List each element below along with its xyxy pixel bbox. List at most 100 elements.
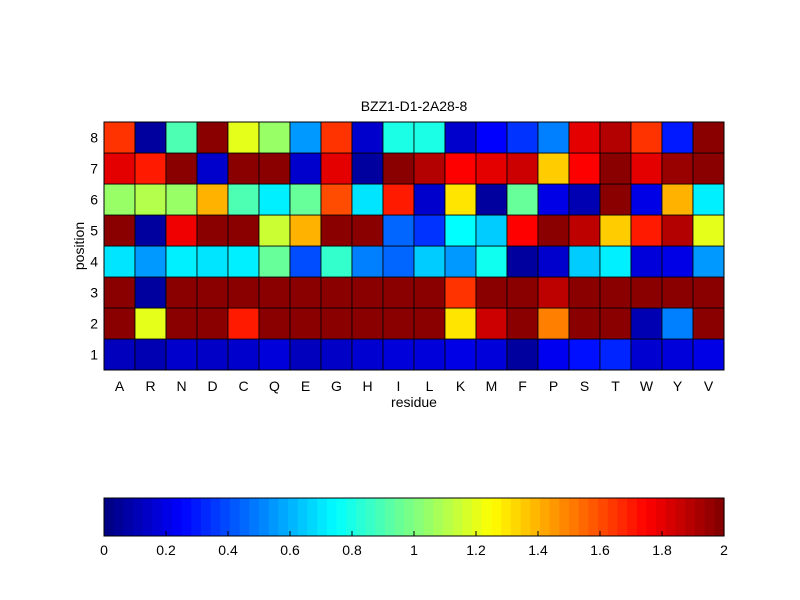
colorbar-tick-label: 1.8 <box>652 542 672 558</box>
heatmap-cell <box>413 214 446 247</box>
heatmap-cell <box>196 214 229 247</box>
heatmap-cell <box>413 121 446 154</box>
colorbar-segment <box>636 498 648 536</box>
colorbar-segment <box>278 498 289 536</box>
colorbar-segment <box>259 498 270 536</box>
heatmap-cell <box>475 276 508 309</box>
colorbar-tick-label: 1.6 <box>590 542 610 558</box>
heatmap-cell <box>227 183 260 216</box>
colorbar-tick-label: 0.2 <box>156 542 176 558</box>
x-tick-label: E <box>301 378 310 394</box>
heatmap-cell <box>568 183 601 216</box>
heatmap-cell <box>444 214 477 247</box>
heatmap-cell <box>351 245 384 278</box>
heatmap-cell <box>134 183 167 216</box>
heatmap-cell <box>413 152 446 185</box>
colorbar-segment <box>355 498 367 536</box>
colorbar-segment <box>394 498 405 536</box>
heatmap-cell <box>568 276 601 309</box>
heatmap-cell <box>444 152 477 185</box>
colorbar-segment <box>288 498 299 536</box>
colorbar-tick-label: 0.6 <box>280 542 300 558</box>
colorbar-segment <box>607 498 619 536</box>
heatmap-cell <box>134 245 167 278</box>
heatmap-cell <box>506 121 539 154</box>
colorbar-segment <box>297 498 309 536</box>
colorbar-segment <box>452 498 464 536</box>
heatmap-cell <box>165 338 198 371</box>
heatmap-cell <box>475 183 508 216</box>
heatmap-cell <box>506 307 539 340</box>
colorbar-segment <box>384 498 396 536</box>
heatmap-cell <box>165 307 198 340</box>
heatmap-cell <box>227 152 260 185</box>
colorbar-segment <box>433 498 444 536</box>
colorbar-segment <box>530 498 541 536</box>
heatmap-cell <box>134 152 167 185</box>
y-tick-label: 1 <box>90 347 98 363</box>
heatmap-cell <box>320 307 353 340</box>
heatmap-cell <box>289 214 322 247</box>
colorbar-tick-label: 2 <box>720 542 728 558</box>
heatmap-cell <box>351 152 384 185</box>
heatmap-cell <box>599 152 632 185</box>
heatmap-cell <box>630 183 663 216</box>
heatmap-cell <box>413 338 446 371</box>
heatmap-cell <box>537 121 570 154</box>
heatmap-cell <box>475 307 508 340</box>
heatmap-cell <box>661 183 694 216</box>
x-tick-label: V <box>704 378 714 394</box>
heatmap-cell <box>227 245 260 278</box>
heatmap-cell <box>227 214 260 247</box>
heatmap-cell <box>103 307 136 340</box>
heatmap-cell <box>382 276 415 309</box>
heatmap-cell <box>289 307 322 340</box>
colorbar-segment <box>133 498 144 536</box>
colorbar-segment <box>229 498 241 536</box>
y-tick-label: 6 <box>90 192 98 208</box>
x-tick-label: R <box>145 378 155 394</box>
colorbar-segment <box>317 498 328 536</box>
heatmap-cell <box>196 152 229 185</box>
heatmap-cell <box>444 338 477 371</box>
colorbar-segment <box>656 498 667 536</box>
x-tick-label: I <box>397 378 401 394</box>
heatmap-cell <box>320 245 353 278</box>
heatmap-cell <box>258 245 291 278</box>
colorbar-segment <box>375 498 386 536</box>
heatmap-cell <box>599 245 632 278</box>
heatmap-cell <box>103 276 136 309</box>
heatmap-cell <box>413 245 446 278</box>
heatmap-cell <box>165 152 198 185</box>
heatmap-cell <box>537 276 570 309</box>
x-tick-label: H <box>362 378 372 394</box>
colorbar-segment <box>414 498 425 536</box>
heatmap-cell <box>196 245 229 278</box>
heatmap-cell <box>630 121 663 154</box>
colorbar-segment <box>104 498 115 536</box>
heatmap-cell <box>413 307 446 340</box>
heatmap-cell <box>351 338 384 371</box>
colorbar-segment <box>501 498 512 536</box>
heatmap-cell <box>320 276 353 309</box>
heatmap-cell <box>475 121 508 154</box>
colorbar-segment <box>539 498 551 536</box>
colorbar-segment <box>627 498 638 536</box>
colorbar-segment <box>220 498 231 536</box>
y-tick-label: 5 <box>90 223 98 239</box>
colorbar-segment <box>191 498 202 536</box>
heatmap-cell <box>661 245 694 278</box>
colorbar-segment <box>346 498 357 536</box>
heatmap-cell <box>506 183 539 216</box>
colorbar-tick-label: 0.8 <box>342 542 362 558</box>
colorbar-segment <box>181 498 192 536</box>
heatmap-axes-frame <box>103 121 725 371</box>
colorbar-segment <box>210 498 221 536</box>
colorbar-tick-label: 1.4 <box>528 542 548 558</box>
heatmap-cell <box>134 276 167 309</box>
heatmap-cell <box>258 338 291 371</box>
colorbar-segment <box>249 498 260 536</box>
x-tick-label: C <box>238 378 248 394</box>
heatmap-cell <box>661 214 694 247</box>
